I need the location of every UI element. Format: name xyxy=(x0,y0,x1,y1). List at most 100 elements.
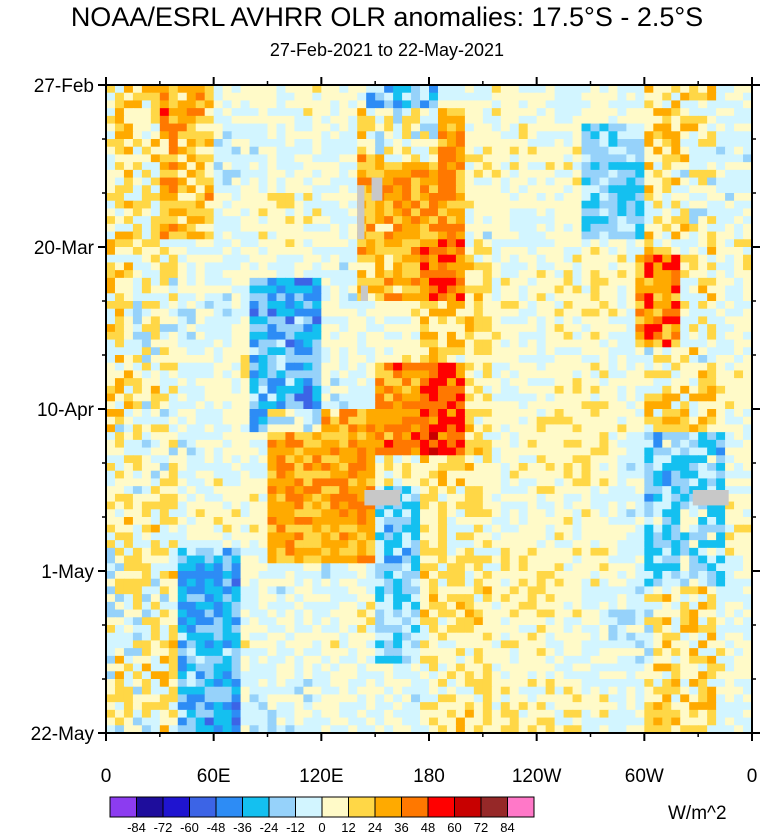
heatmap-cell xyxy=(393,578,403,588)
heatmap-cell xyxy=(743,231,753,240)
heatmap-cell xyxy=(321,301,331,310)
heatmap-cell xyxy=(689,393,699,402)
heatmap-cell xyxy=(626,532,636,541)
heatmap-cell xyxy=(159,532,170,541)
heatmap-cell xyxy=(518,532,529,541)
heatmap-cell xyxy=(563,293,574,302)
heatmap-cell xyxy=(429,486,439,495)
heatmap-cell xyxy=(464,532,475,541)
heatmap-cell xyxy=(707,177,717,186)
heatmap-cell xyxy=(707,169,717,179)
heatmap-cell xyxy=(707,100,717,109)
heatmap-cell xyxy=(276,185,287,194)
heatmap-cell xyxy=(186,578,197,588)
heatmap-cell xyxy=(635,100,645,109)
heatmap-cell xyxy=(572,378,583,387)
heatmap-cell xyxy=(572,301,583,310)
heatmap-cell xyxy=(312,493,322,503)
heatmap-cell xyxy=(132,601,143,611)
heatmap-cell xyxy=(150,316,161,325)
heatmap-cell xyxy=(186,108,197,117)
heatmap-cell xyxy=(473,154,484,163)
heatmap-cell xyxy=(222,362,233,372)
heatmap-cell xyxy=(159,347,170,356)
heatmap-cell xyxy=(563,254,574,264)
heatmap-cell xyxy=(635,316,645,325)
heatmap-cell xyxy=(707,355,717,364)
heatmap-cell xyxy=(563,578,574,588)
heatmap-cell xyxy=(123,154,134,163)
heatmap-cell xyxy=(213,169,224,179)
heatmap-cell xyxy=(707,385,717,395)
heatmap-cell xyxy=(177,463,188,472)
heatmap-cell xyxy=(294,378,304,387)
heatmap-cell xyxy=(258,478,269,487)
heatmap-cell xyxy=(545,115,556,125)
heatmap-cell xyxy=(204,401,215,410)
heatmap-cell xyxy=(518,139,529,148)
heatmap-cell xyxy=(725,594,735,603)
heatmap-cell xyxy=(402,239,412,248)
heatmap-cell xyxy=(500,470,511,480)
heatmap-cell xyxy=(177,293,188,302)
heatmap-cell xyxy=(285,239,296,248)
heatmap-cell xyxy=(429,509,439,518)
heatmap-cell xyxy=(132,262,143,271)
heatmap-cell xyxy=(429,347,439,356)
heatmap-cell xyxy=(132,362,143,372)
heatmap-cell xyxy=(384,331,394,341)
heatmap-cell xyxy=(536,547,547,557)
heatmap-cell xyxy=(123,540,134,549)
heatmap-cell xyxy=(285,270,296,279)
heatmap-cell xyxy=(186,385,197,395)
heatmap-cell xyxy=(339,378,349,387)
heatmap-cell xyxy=(662,586,672,595)
heatmap-cell xyxy=(348,617,358,626)
heatmap-cell xyxy=(330,578,340,588)
heatmap-cell xyxy=(393,355,403,364)
heatmap-cell xyxy=(536,524,547,534)
heatmap-cell xyxy=(464,609,475,618)
heatmap-cell xyxy=(222,370,233,379)
heatmap-cell xyxy=(680,177,690,186)
heatmap-cell xyxy=(366,601,376,611)
heatmap-cell xyxy=(509,439,520,449)
heatmap-cell xyxy=(464,177,475,186)
heatmap-cell xyxy=(204,470,215,480)
heatmap-cell xyxy=(653,601,663,611)
heatmap-cell xyxy=(231,470,242,480)
heatmap-cell xyxy=(734,594,744,603)
heatmap-cell xyxy=(285,231,296,240)
heatmap-cell xyxy=(168,401,179,410)
heatmap-cell xyxy=(276,547,287,557)
heatmap-cell xyxy=(106,231,116,240)
heatmap-cell xyxy=(518,424,529,433)
heatmap-cell xyxy=(213,223,224,233)
heatmap-cell xyxy=(393,277,403,287)
heatmap-cell xyxy=(168,339,179,348)
heatmap-cell xyxy=(599,563,610,572)
heatmap-cell xyxy=(590,463,601,472)
heatmap-cell xyxy=(276,463,287,472)
heatmap-cell xyxy=(123,185,134,194)
heatmap-cell xyxy=(473,324,484,333)
heatmap-cell xyxy=(518,393,529,402)
heatmap-cell xyxy=(213,277,224,287)
heatmap-cell xyxy=(375,609,385,618)
heatmap-cell xyxy=(626,609,636,618)
heatmap-cell xyxy=(420,517,430,526)
heatmap-cell xyxy=(357,239,367,248)
heatmap-cell xyxy=(402,609,412,618)
heatmap-cell xyxy=(240,540,251,549)
heatmap-cell xyxy=(491,108,502,117)
heatmap-cell xyxy=(743,601,753,611)
heatmap-cell xyxy=(572,571,583,580)
heatmap-cell xyxy=(635,277,645,287)
heatmap-cell xyxy=(267,578,278,588)
heatmap-cell xyxy=(446,324,457,333)
heatmap-cell xyxy=(106,208,116,217)
heatmap-cell xyxy=(114,601,125,611)
heatmap-cell xyxy=(420,563,430,572)
heatmap-cell xyxy=(608,540,619,549)
heatmap-cell xyxy=(707,347,717,356)
